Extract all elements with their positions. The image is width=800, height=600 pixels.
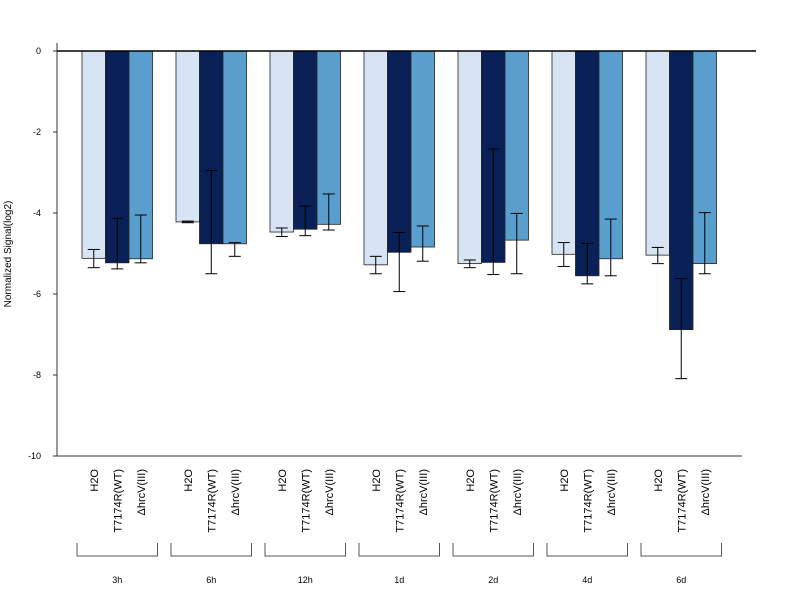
x-category-label: T7174R(WT) — [394, 469, 406, 533]
y-axis-label: Normalized Signal(log2) — [3, 201, 14, 308]
bar — [222, 50, 247, 245]
group-label: 12h — [298, 575, 313, 585]
bar — [645, 50, 670, 256]
bar — [293, 50, 318, 230]
x-category-label: ΔhrcV(III) — [700, 469, 712, 515]
x-category-label: T7174R(WT) — [676, 469, 688, 533]
x-category-label: H2O — [277, 469, 289, 492]
group-bracket — [170, 543, 252, 557]
bar — [410, 50, 435, 248]
group-label: 2d — [488, 575, 498, 585]
bar — [575, 50, 600, 277]
y-tick-label: 0 — [36, 46, 41, 56]
x-category-label: ΔhrcV(III) — [418, 469, 430, 515]
bar — [387, 50, 412, 253]
bar — [81, 50, 106, 259]
bar — [504, 50, 529, 241]
bar — [175, 50, 200, 223]
group-label: 6h — [206, 575, 216, 585]
bar — [551, 50, 576, 255]
group-label: 3h — [112, 575, 122, 585]
x-category-label: ΔhrcV(III) — [230, 469, 242, 515]
x-category-label: ΔhrcV(III) — [606, 469, 618, 515]
x-category-label: T7174R(WT) — [112, 469, 124, 533]
group-bracket — [358, 543, 440, 557]
group-bracket — [546, 543, 628, 557]
x-category-label: H2O — [89, 469, 101, 492]
bar — [363, 50, 388, 266]
x-category-label: ΔhrcV(III) — [324, 469, 336, 515]
x-category-label: T7174R(WT) — [488, 469, 500, 533]
bar — [269, 50, 294, 233]
group-bracket — [264, 543, 346, 557]
group-bracket — [640, 543, 722, 557]
group-label: 4d — [582, 575, 592, 585]
group-label: 6d — [676, 575, 686, 585]
x-category-label: T7174R(WT) — [300, 469, 312, 533]
y-tick-label: -6 — [33, 289, 41, 299]
group-bracket — [452, 543, 534, 557]
group-bracket — [76, 543, 158, 557]
x-category-label: H2O — [371, 469, 383, 492]
x-category-label: ΔhrcV(III) — [512, 469, 524, 515]
group-label: 1d — [394, 575, 404, 585]
bar — [457, 50, 482, 265]
x-category-label: H2O — [465, 469, 477, 492]
y-tick-label: -2 — [33, 127, 41, 137]
x-category-label: H2O — [183, 469, 195, 492]
y-tick-label: -10 — [28, 451, 41, 461]
y-tick-label: -4 — [33, 208, 41, 218]
x-category-label: H2O — [559, 469, 571, 492]
x-category-label: H2O — [653, 469, 665, 492]
y-tick-label: -8 — [33, 370, 41, 380]
x-category-label: ΔhrcV(III) — [136, 469, 148, 515]
x-category-label: T7174R(WT) — [582, 469, 594, 533]
x-category-label: T7174R(WT) — [206, 469, 218, 533]
